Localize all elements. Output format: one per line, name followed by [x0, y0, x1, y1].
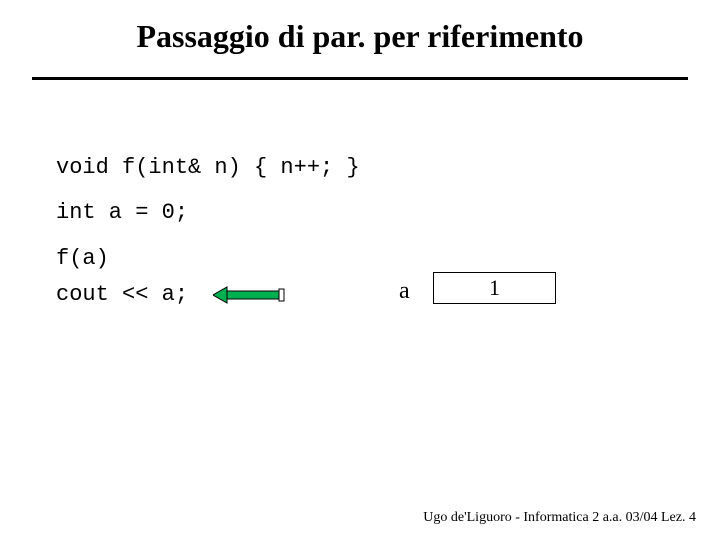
arrow-icon [213, 286, 288, 304]
slide-title: Passaggio di par. per riferimento [0, 0, 720, 55]
code-line-4: cout << a; [56, 282, 188, 307]
title-underline [32, 77, 688, 80]
slide-footer: Ugo de'Liguoro - Informatica 2 a.a. 03/0… [423, 510, 696, 526]
memory-box-a: 1 [433, 272, 556, 304]
code-line-2: int a = 0; [56, 200, 188, 225]
code-line-1: void f(int& n) { n++; } [56, 155, 360, 180]
variable-label-a: a [399, 278, 410, 305]
code-line-3: f(a) [56, 246, 109, 271]
